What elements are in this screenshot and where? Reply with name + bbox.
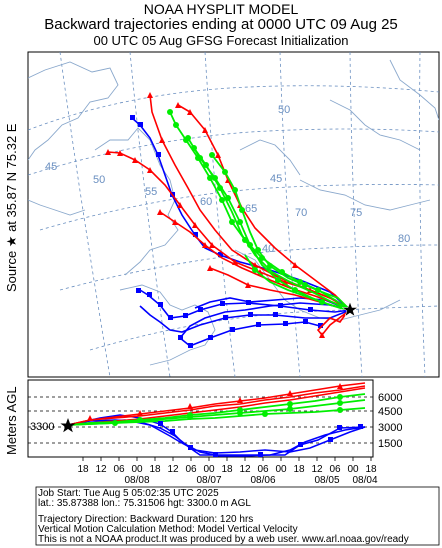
x-tick-label: 18 <box>149 464 161 475</box>
source-height-star-icon <box>60 418 76 433</box>
source-height-label: 3300 <box>30 421 54 433</box>
x-tick-label: 00 <box>131 464 143 475</box>
height-traces <box>67 382 366 457</box>
x-tick-label: 06 <box>113 464 125 475</box>
x-tick-label: 18 <box>77 464 89 475</box>
disclaimer: This is not a NOAA product.It was produc… <box>38 534 409 545</box>
x-tick-label: 06 <box>329 464 341 475</box>
x-tick-label: 00 <box>203 464 215 475</box>
model-name: NOAA HYSPLIT MODEL <box>143 1 299 17</box>
date-label: 08/08 <box>124 475 149 486</box>
grid-label: 65 <box>245 203 257 215</box>
subtitle: 00 UTC 05 Aug GFSG Forecast Initializati… <box>93 33 349 48</box>
date-label: 08/07 <box>196 475 221 486</box>
page-title: Backward trajectories ending at 0000 UTC… <box>44 16 398 33</box>
grid-label: 45 <box>270 173 282 185</box>
grid-label: 50 <box>93 174 105 186</box>
date-label: 08/04 <box>352 475 377 486</box>
date-labels: 08/08 08/07 08/06 08/05 08/04 <box>124 475 377 486</box>
x-tick-label: 18 <box>293 464 305 475</box>
source-coords: lat.: 35.87388 lon.: 75.31506 hgt: 3300.… <box>38 498 251 509</box>
x-tick-label: 12 <box>167 464 179 475</box>
y-tick-label: 4500 <box>378 406 402 418</box>
x-tick-label: 06 <box>185 464 197 475</box>
date-label: 08/05 <box>314 475 339 486</box>
grid-label: 70 <box>295 207 307 219</box>
x-tick-label: 12 <box>311 464 323 475</box>
grid-labels: 45 50 55 60 65 70 75 80 40 50 45 <box>45 104 410 255</box>
grid-label: 40 <box>262 243 274 255</box>
grid-label: 50 <box>278 104 290 116</box>
date-label: 08/06 <box>250 475 275 486</box>
grid-label: 75 <box>350 207 362 219</box>
y-tick-label: 1500 <box>378 438 402 450</box>
x-tick-label: 12 <box>239 464 251 475</box>
trajectory-direction: Trajectory Direction: Backward Duration:… <box>38 514 254 525</box>
vertical-motion: Vertical Motion Calculation Method: Mode… <box>38 524 298 535</box>
height-tick-labels: 3300 6000 4500 3000 1500 <box>30 392 402 450</box>
grid-label: 80 <box>398 233 410 245</box>
job-start: Job Start: Tue Aug 5 05:02:35 UTC 2025 <box>38 488 219 499</box>
x-tick-label: 06 <box>257 464 269 475</box>
x-tick-label: 12 <box>95 464 107 475</box>
x-tick-label: 00 <box>275 464 287 475</box>
green-markers <box>167 109 325 305</box>
x-tick-label: 00 <box>347 464 359 475</box>
x-ticks <box>82 457 372 461</box>
x-tick-label: 18 <box>365 464 377 475</box>
blue-markers <box>130 115 323 348</box>
grid-label: 55 <box>145 186 157 198</box>
x-tick-labels: 18 12 06 00 18 12 06 00 18 12 06 00 18 1… <box>77 464 377 475</box>
x-tick-label: 18 <box>221 464 233 475</box>
map-panel: 45 50 55 60 65 70 75 80 40 50 45 <box>28 52 439 377</box>
source-star-icon <box>341 301 359 317</box>
y-tick-label: 3000 <box>378 422 402 434</box>
y-tick-label: 6000 <box>378 392 402 404</box>
info-box <box>35 486 440 546</box>
grid-label: 45 <box>45 161 57 173</box>
grid-label: 60 <box>200 196 212 208</box>
